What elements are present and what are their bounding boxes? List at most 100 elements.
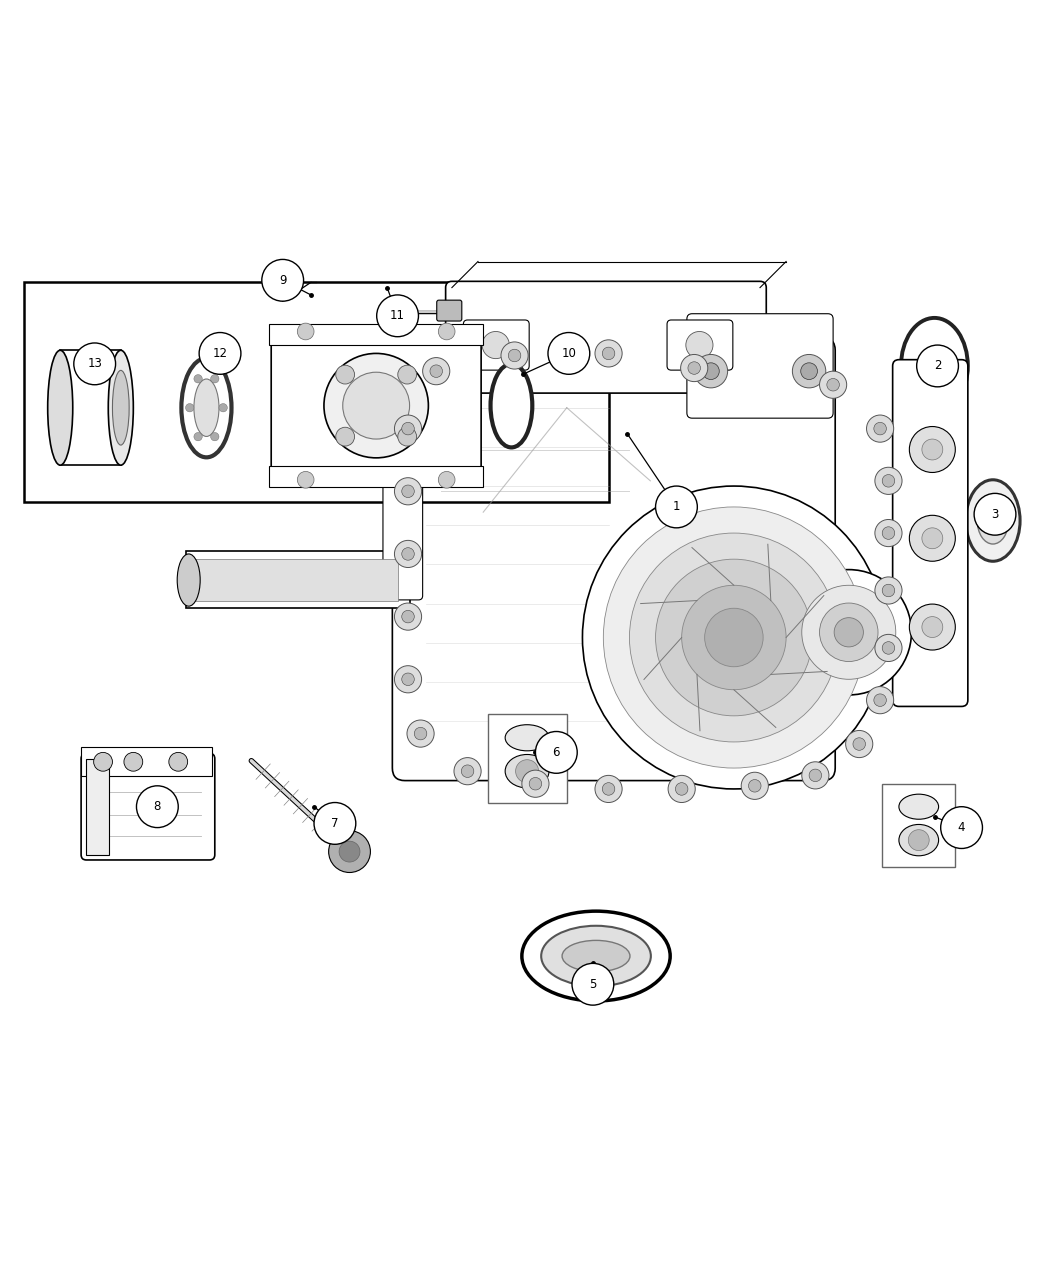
Circle shape [219, 404, 228, 412]
Circle shape [461, 765, 474, 778]
Circle shape [482, 332, 509, 358]
Text: 2: 2 [933, 360, 941, 372]
Circle shape [438, 323, 455, 340]
Text: 11: 11 [391, 310, 405, 323]
Circle shape [820, 603, 878, 662]
Circle shape [786, 570, 911, 695]
FancyBboxPatch shape [892, 360, 968, 706]
Circle shape [922, 617, 943, 638]
Circle shape [595, 340, 623, 367]
Circle shape [909, 427, 956, 473]
Bar [269, 324, 483, 346]
Circle shape [974, 493, 1016, 536]
Circle shape [186, 404, 194, 412]
Circle shape [93, 752, 112, 771]
Circle shape [875, 467, 902, 495]
Circle shape [398, 365, 417, 384]
Circle shape [261, 259, 303, 301]
Circle shape [681, 585, 786, 690]
Ellipse shape [562, 941, 630, 972]
Bar [269, 467, 483, 487]
FancyBboxPatch shape [271, 330, 481, 481]
Circle shape [423, 357, 449, 385]
Circle shape [820, 371, 846, 398]
FancyBboxPatch shape [687, 314, 833, 418]
Circle shape [438, 472, 455, 488]
Circle shape [336, 427, 355, 446]
Text: 7: 7 [331, 817, 339, 830]
Circle shape [339, 842, 360, 862]
Circle shape [629, 533, 838, 742]
Circle shape [826, 379, 839, 391]
Circle shape [595, 775, 623, 802]
Circle shape [694, 354, 728, 388]
Circle shape [548, 333, 590, 375]
Circle shape [603, 347, 615, 360]
Circle shape [297, 323, 314, 340]
Circle shape [866, 687, 894, 714]
Circle shape [314, 802, 356, 844]
Ellipse shape [47, 351, 72, 465]
Ellipse shape [505, 755, 549, 788]
Circle shape [402, 484, 415, 497]
Circle shape [398, 427, 417, 446]
Circle shape [655, 560, 813, 715]
Bar [81, 747, 212, 776]
Circle shape [516, 760, 539, 783]
FancyBboxPatch shape [445, 282, 766, 393]
Circle shape [211, 432, 219, 441]
Circle shape [874, 422, 886, 435]
Circle shape [536, 732, 578, 773]
Circle shape [211, 375, 219, 382]
Circle shape [377, 295, 419, 337]
Circle shape [686, 332, 713, 358]
Circle shape [395, 603, 422, 630]
Circle shape [385, 300, 411, 324]
Circle shape [802, 761, 828, 789]
Circle shape [845, 731, 873, 757]
Ellipse shape [505, 724, 549, 751]
Text: 3: 3 [991, 507, 999, 520]
FancyBboxPatch shape [667, 320, 733, 370]
Ellipse shape [899, 794, 939, 820]
Circle shape [941, 807, 983, 848]
Bar [488, 714, 567, 802]
Bar [24, 282, 609, 502]
Circle shape [922, 439, 943, 460]
Circle shape [529, 778, 542, 790]
Ellipse shape [899, 825, 939, 856]
Ellipse shape [901, 317, 968, 414]
Circle shape [668, 775, 695, 802]
Bar [60, 351, 121, 465]
Circle shape [875, 519, 902, 547]
Circle shape [603, 783, 615, 796]
Circle shape [572, 964, 614, 1005]
Text: 12: 12 [212, 347, 228, 360]
Circle shape [395, 541, 422, 567]
Text: 8: 8 [153, 801, 161, 813]
Circle shape [874, 694, 886, 706]
Circle shape [501, 342, 528, 368]
Text: 13: 13 [87, 357, 102, 370]
Circle shape [801, 363, 818, 380]
Circle shape [402, 422, 415, 435]
Circle shape [324, 353, 428, 458]
Ellipse shape [177, 553, 201, 606]
Circle shape [882, 641, 895, 654]
Ellipse shape [112, 370, 129, 445]
Bar [189, 560, 398, 601]
Circle shape [402, 611, 415, 623]
FancyBboxPatch shape [393, 338, 835, 780]
Text: 10: 10 [562, 347, 576, 360]
Circle shape [909, 604, 956, 650]
Ellipse shape [182, 358, 231, 458]
Circle shape [336, 365, 355, 384]
Circle shape [415, 727, 426, 739]
Circle shape [342, 372, 410, 439]
FancyBboxPatch shape [437, 300, 462, 321]
Circle shape [917, 346, 959, 386]
Text: 6: 6 [552, 746, 560, 759]
Circle shape [655, 486, 697, 528]
Circle shape [124, 752, 143, 771]
Circle shape [882, 584, 895, 597]
